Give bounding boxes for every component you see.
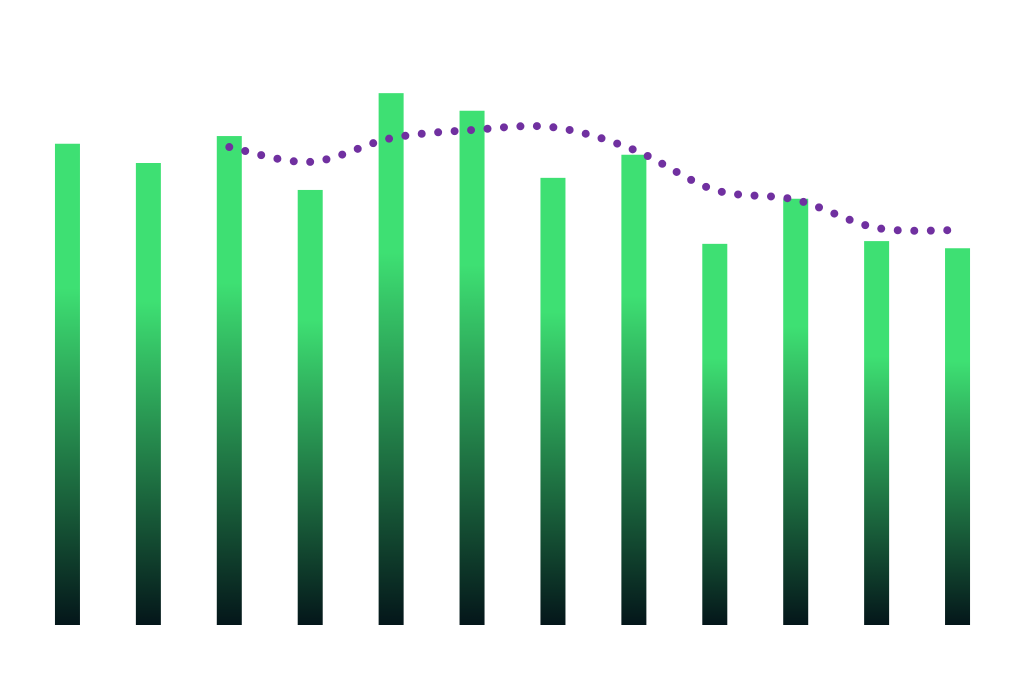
bar	[621, 154, 647, 625]
bar	[459, 110, 485, 625]
bar	[783, 198, 809, 625]
bar	[702, 243, 728, 625]
bar	[135, 163, 161, 625]
bar	[945, 248, 971, 625]
trend-line	[225, 122, 962, 235]
bar	[540, 177, 566, 625]
bar	[216, 136, 242, 626]
bar	[54, 143, 80, 625]
bar	[297, 189, 323, 625]
bar	[378, 93, 404, 625]
bar	[864, 241, 890, 625]
